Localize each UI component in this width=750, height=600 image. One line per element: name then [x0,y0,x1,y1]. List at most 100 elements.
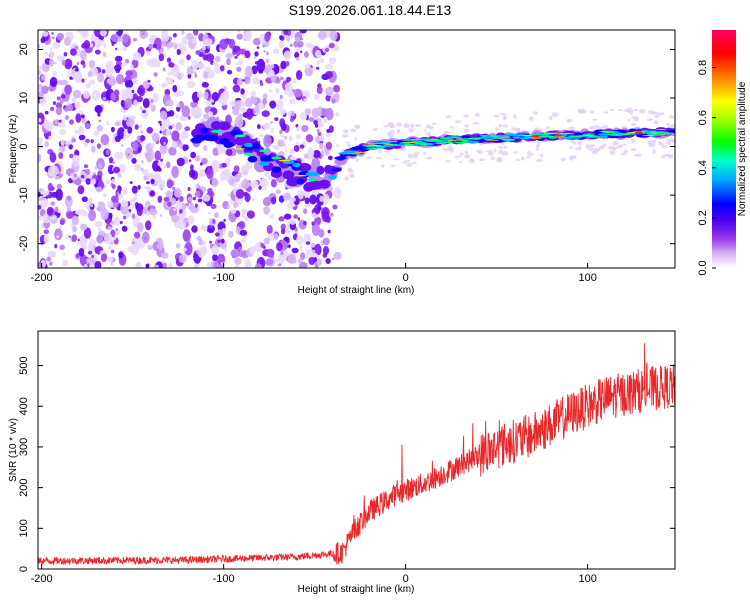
noise-blob [77,125,85,136]
noise-blob [56,235,60,239]
noise-blob [464,124,469,128]
noise-blob [225,148,233,156]
noise-blob [225,157,231,166]
noise-blob [48,58,55,67]
noise-blob [117,193,124,200]
ridge-blob [407,142,418,143]
noise-blob [219,38,228,50]
noise-blob [260,243,265,248]
noise-blob [56,170,60,175]
noise-blob [295,69,303,81]
noise-blob [207,187,213,194]
noise-blob [211,245,220,255]
noise-blob [130,244,140,256]
noise-blob [322,252,328,258]
noise-blob [226,203,230,209]
ridge-blob [414,142,428,144]
noise-blob [112,161,116,164]
noise-blob [312,150,321,159]
noise-blob [317,30,327,40]
noise-blob [304,108,312,115]
noise-blob [308,117,315,122]
noise-blob [74,209,83,215]
noise-blob [108,156,114,164]
ridge-blob [599,130,611,132]
noise-blob [652,149,656,154]
noise-blob [292,206,297,210]
noise-blob [191,60,200,70]
noise-blob [146,50,151,56]
noise-blob [275,98,284,111]
noise-blob [74,68,79,72]
ridge-blob [271,156,282,160]
noise-blob [513,114,517,119]
noise-blob [289,90,293,95]
noise-blob [321,136,325,141]
noise-blob [392,158,400,161]
noise-blob [217,253,226,265]
noise-blob [41,31,49,37]
noise-blob [244,215,249,222]
noise-blob [410,123,415,128]
ridge-blob [244,142,253,148]
noise-blob [38,141,43,150]
noise-blob [206,261,212,268]
ridge-blob [243,152,254,156]
noise-blob [122,114,128,121]
noise-blob [137,184,141,190]
noise-blob [69,153,74,159]
noise-blob [190,151,197,159]
ridge-blob [559,133,571,135]
noise-blob [94,105,103,114]
noise-blob [123,62,127,67]
noise-blob [163,196,170,202]
noise-blob [50,250,57,258]
noise-blob [74,129,79,135]
noise-blob [94,220,103,228]
noise-blob [81,117,87,124]
noise-blob [585,144,591,149]
noise-blob [173,207,176,212]
noise-blob [132,77,138,85]
noise-blob [299,112,307,121]
noise-blob [540,153,544,158]
x-tick-label: -100 [213,573,235,585]
ridge-blob [294,174,307,177]
ridge-blob [410,140,423,142]
noise-blob [332,257,335,261]
noise-blob [77,242,81,245]
noise-blob [83,264,88,267]
noise-blob [156,242,164,250]
noise-blob [526,155,531,159]
noise-blob [528,116,534,121]
noise-blob [376,156,383,160]
noise-blob [303,221,307,226]
noise-blob [145,220,152,231]
ridge-blob [297,162,312,172]
noise-blob [175,114,179,119]
noise-blob [168,146,177,156]
noise-blob [112,236,116,241]
noise-blob [284,82,294,93]
noise-blob [131,238,135,242]
noise-blob [41,85,49,95]
noise-blob [87,70,93,78]
noise-blob [51,31,54,35]
ridge-blob [316,165,325,175]
noise-blob [114,121,121,127]
noise-blob [133,196,138,201]
noise-blob [269,89,273,93]
noise-blob [50,165,59,176]
noise-blob [54,243,58,249]
noise-blob [621,143,628,146]
noise-blob [221,162,227,168]
noise-blob [269,120,273,125]
noise-blob [632,108,639,112]
ridge-blob [548,137,558,139]
noise-blob [129,181,133,184]
noise-blob [181,30,185,35]
ridge-blob [542,135,555,138]
noise-blob [111,183,116,190]
noise-blob [142,98,150,109]
